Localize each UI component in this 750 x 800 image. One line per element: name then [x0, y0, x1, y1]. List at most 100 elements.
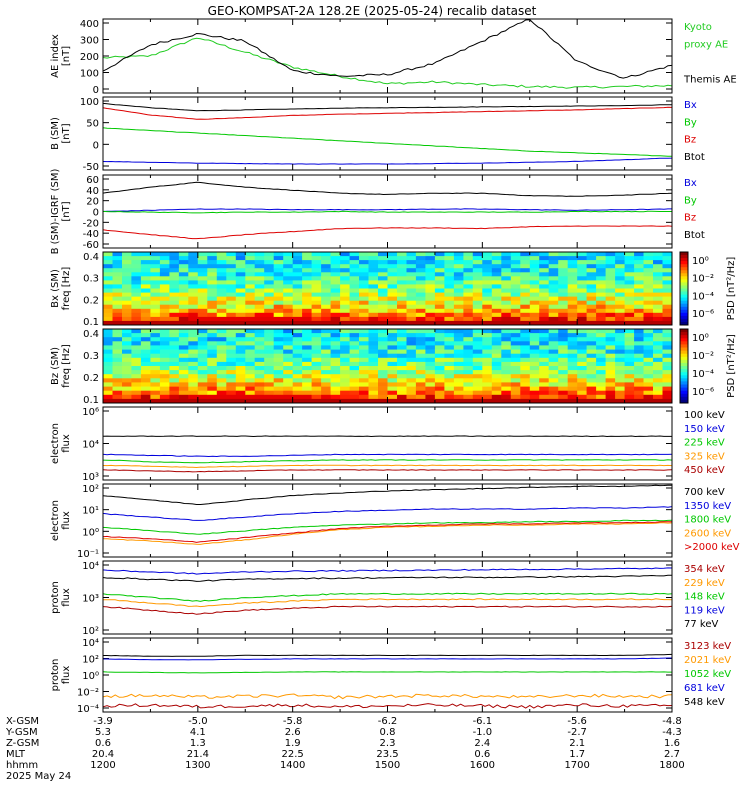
ephemeris-row-label: Y-GSM [5, 727, 38, 738]
spectrogram-cell [482, 345, 493, 350]
spectrogram-cell [529, 337, 540, 342]
spectrogram-cell [273, 256, 284, 261]
spectrogram-cell [103, 284, 113, 289]
colorbar-label: PSD [nT²/Hz] [726, 334, 737, 398]
spectrogram-cell [406, 296, 417, 302]
spectrogram-cell [112, 280, 123, 285]
spectrogram-cell [577, 316, 588, 322]
spectrogram-cell [216, 292, 227, 298]
spectrogram-cell [103, 382, 113, 387]
spectrogram-cell [264, 353, 275, 359]
spectrogram-cell [539, 296, 550, 302]
spectrogram-cell [653, 361, 663, 367]
spectrogram-cell [264, 292, 275, 298]
spectrogram-cell [444, 386, 455, 392]
spectrogram-cell [245, 316, 256, 322]
spectrogram-cell [387, 276, 398, 281]
legend-entry: 3123 keV [684, 641, 731, 652]
spectrogram-cell [140, 284, 151, 289]
spectrogram-cell [463, 394, 474, 400]
spectrogram-cell [216, 382, 227, 387]
spectrogram-cell [463, 300, 474, 306]
spectrogram-cell [340, 252, 350, 257]
spectrogram-cell [653, 386, 663, 392]
colorbar-segment [680, 297, 688, 302]
spectrogram-cell [159, 276, 170, 281]
spectrogram-cell [340, 390, 350, 396]
spectrogram-cell [662, 288, 673, 293]
spectrogram-cell [387, 333, 398, 338]
spectrogram-cell [387, 252, 398, 257]
spectrogram-cell [321, 390, 331, 396]
spectrogram-cell [491, 329, 502, 334]
spectrogram-cell [653, 256, 663, 261]
spectrogram-cell [368, 349, 379, 355]
spectrogram-cell [643, 304, 654, 310]
spectrogram-cell [273, 341, 284, 346]
spectrogram-cell [539, 260, 550, 265]
spectrogram-cell [150, 333, 161, 338]
spectrogram-cell [548, 345, 559, 350]
spectrogram-cell [150, 374, 161, 379]
spectrogram-cell [482, 337, 493, 342]
spectrogram-cell [235, 341, 246, 346]
spectrogram-cell [226, 398, 237, 404]
spectrogram-cell [283, 312, 294, 318]
spectrogram-cell [643, 308, 654, 314]
ephemeris-value-y: 5.3 [95, 727, 111, 738]
spectrogram-cell [103, 292, 113, 298]
spectrogram-cell [444, 280, 455, 285]
spectrogram-cell [122, 320, 132, 326]
spectrogram-cell [434, 312, 445, 318]
spectrogram-cell [226, 264, 237, 269]
spectrogram-cell [539, 320, 550, 326]
colorbar-segment [680, 369, 688, 373]
spectrogram-cell [453, 304, 464, 310]
spectrogram-cell [103, 312, 113, 318]
spectrogram-cell [103, 272, 113, 277]
spectrogram-cell [415, 300, 426, 306]
spectrogram-cell [539, 252, 550, 257]
spectrogram-cell [368, 276, 379, 281]
spectrogram-cell [112, 341, 123, 346]
spectrogram-cell [453, 308, 464, 314]
spectrogram-cell [112, 374, 123, 379]
ephemeris-value-x: -6.1 [473, 716, 493, 727]
spectrogram-cell [586, 361, 597, 367]
spectrogram-cell [434, 333, 445, 338]
spectrogram-cell [425, 296, 436, 302]
spectrogram-cell [254, 284, 265, 289]
spectrogram-cell [482, 292, 493, 298]
spectrogram-cell [207, 292, 218, 298]
spectrogram-cell [482, 268, 493, 273]
spectrogram-cell [178, 320, 189, 326]
spectrogram-cell [501, 378, 512, 383]
spectrogram-cell [368, 374, 379, 379]
panel-ylabel: flux [61, 434, 72, 453]
spectrogram-cell [131, 264, 142, 269]
spectrogram-cell [273, 284, 284, 289]
spectrogram-cell [415, 337, 426, 342]
spectrogram-cell [520, 292, 531, 298]
spectrogram-cell [406, 316, 417, 322]
spectrogram-cell [283, 337, 294, 342]
colorbar-segment [680, 356, 688, 361]
spectrogram-cell [321, 361, 331, 367]
panel-bzspec: Bz (SM) freq [Hz]0.40.30.20.110⁰10⁻²10⁻⁴1… [50, 328, 737, 406]
spectrogram-cell [634, 353, 644, 359]
spectrogram-cell [197, 312, 208, 318]
spectrogram-cell [273, 316, 284, 322]
spectrogram-cell [112, 308, 123, 314]
spectrogram-cell [539, 357, 550, 363]
spectrogram-cell [283, 304, 294, 310]
spectrogram-cell [444, 268, 455, 273]
spectrogram-cell [292, 349, 303, 355]
spectrogram-cell [273, 320, 284, 326]
colorbar-segment [680, 255, 688, 259]
spectrogram-cell [472, 256, 483, 261]
series-line [102, 693, 673, 700]
spectrogram-cell [472, 357, 483, 363]
spectrogram-cell [330, 345, 341, 350]
spectrogram-cell [558, 390, 569, 396]
